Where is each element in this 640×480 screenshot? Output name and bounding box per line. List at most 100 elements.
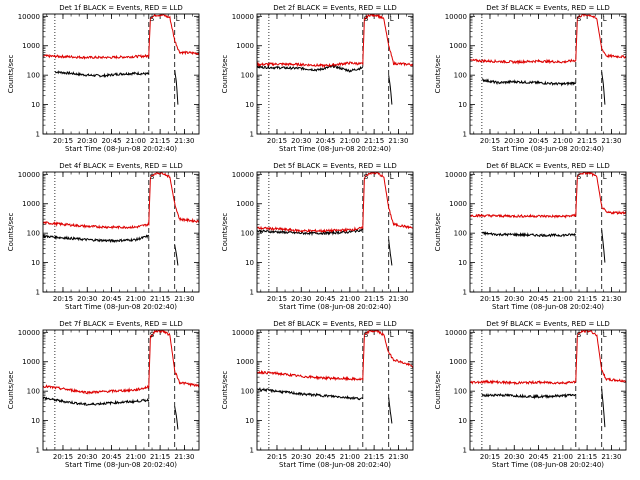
y-tick-label: 1000 [236,42,254,50]
x-tick-label: 21:15 [150,295,170,303]
lld-series-line [470,14,626,65]
y-axis-label: Counts/sec [7,371,15,410]
y-axis-label: Counts/sec [434,371,442,410]
x-tick-label: 21:30 [601,295,621,303]
x-tick-label: 20:30 [291,137,311,145]
x-tick-label: 21:00 [340,295,360,303]
x-tick-label: 21:15 [364,137,384,145]
plot-frame [469,171,627,293]
attenuator-marker-label: S [577,15,582,23]
x-tick-label: 21:00 [553,453,573,461]
attenuator-marker-label: S [364,173,369,181]
x-tick-label: 20:15 [53,295,73,303]
x-tick-label: 20:30 [504,137,524,145]
x-tick-label: 20:15 [267,137,287,145]
y-axis-label: Counts/sec [434,55,442,94]
y-tick-label: 1000 [449,42,467,50]
y-tick-label: 100 [454,230,467,238]
x-tick-label: 20:30 [77,137,97,145]
x-tick-label: 20:15 [53,137,73,145]
panel-title: Det 2f BLACK = Events, RED = LLD [273,4,396,12]
panel-title: Det 1f BLACK = Events, RED = LLD [59,4,182,12]
y-tick-label: 100 [27,388,40,396]
detector-panel: Det 4f BLACK = Events, RED = LLD Counts/s… [7,162,200,311]
x-tick-label: 21:30 [388,453,408,461]
x-tick-label: 20:45 [528,137,548,145]
x-tick-label: 20:15 [480,295,500,303]
events-series-line [174,244,179,266]
y-axis-label: Counts/sec [7,213,15,252]
attenuator-marker-label: S [364,15,369,23]
detector-panel: Det 8f BLACK = Events, RED = LLD Counts/s… [221,320,414,469]
x-tick-label: 21:15 [577,453,597,461]
x-tick-label: 20:30 [504,453,524,461]
x-axis-label: Start Time (08-Jun-08 20:02:40) [279,461,391,469]
x-axis-label: Start Time (08-Jun-08 20:02:40) [279,303,391,311]
x-axis-label: Start Time (08-Jun-08 20:02:40) [492,461,604,469]
attenuator-marker-label: L [390,331,394,339]
y-tick-label: 1 [250,447,254,455]
events-series-line [481,78,577,87]
events-series-line [54,70,150,79]
x-tick-label: 20:30 [504,295,524,303]
y-tick-label: 10000 [232,171,254,179]
y-tick-label: 1000 [22,358,40,366]
y-tick-label: 1 [463,131,467,139]
detector-panel: Det 2f BLACK = Events, RED = LLD Counts/s… [221,4,414,153]
x-tick-label: 21:30 [601,137,621,145]
x-tick-label: 21:00 [553,295,573,303]
y-tick-label: 100 [454,388,467,396]
y-tick-label: 10 [31,259,40,267]
detector-panel: Det 3f BLACK = Events, RED = LLD Counts/s… [434,4,627,153]
attenuator-marker-label: L [176,331,180,339]
events-series-line [481,230,577,238]
y-tick-label: 10 [245,101,254,109]
y-tick-label: 10000 [18,171,40,179]
events-series-line [388,239,393,266]
plot-frame [42,13,200,135]
y-tick-label: 1000 [449,358,467,366]
plot-frame [256,329,414,451]
detector-panel: Det 7f BLACK = Events, RED = LLD Counts/s… [7,320,200,469]
attenuator-marker-label: L [390,173,394,181]
x-axis-label: Start Time (08-Jun-08 20:02:40) [65,303,177,311]
y-tick-label: 1 [36,447,40,455]
detector-panel: Det 5f BLACK = Events, RED = LLD Counts/s… [221,162,414,311]
events-series-line [43,396,150,407]
lld-series-line [257,330,413,382]
detector-panel: Det 6f BLACK = Events, RED = LLD Counts/s… [434,162,627,311]
events-series-line [257,64,364,73]
y-tick-label: 10000 [445,171,467,179]
x-tick-label: 21:00 [126,453,146,461]
x-tick-label: 21:15 [577,137,597,145]
x-axis-label: Start Time (08-Jun-08 20:02:40) [65,145,177,153]
panel-title: Det 4f BLACK = Events, RED = LLD [59,162,182,170]
y-tick-label: 10 [245,417,254,425]
y-tick-label: 10 [458,417,467,425]
attenuator-marker-label: L [603,331,607,339]
x-tick-label: 21:15 [364,453,384,461]
x-tick-label: 20:30 [291,453,311,461]
y-tick-label: 10 [458,259,467,267]
x-tick-label: 20:45 [101,295,121,303]
x-tick-label: 21:30 [601,453,621,461]
x-tick-label: 20:45 [315,295,335,303]
x-tick-label: 21:00 [340,453,360,461]
x-tick-label: 21:00 [340,137,360,145]
y-axis-label: Counts/sec [7,55,15,94]
x-tick-label: 21:30 [174,295,194,303]
x-tick-label: 21:15 [577,295,597,303]
x-axis-label: Start Time (08-Jun-08 20:02:40) [65,461,177,469]
panel-title: Det 9f BLACK = Events, RED = LLD [486,320,609,328]
attenuator-marker-label: L [603,15,607,23]
events-series-line [388,75,393,105]
y-tick-label: 10000 [232,329,254,337]
x-tick-label: 20:45 [528,295,548,303]
lld-series-line [257,172,413,234]
x-tick-label: 20:45 [315,453,335,461]
x-tick-label: 20:15 [480,137,500,145]
x-axis-label: Start Time (08-Jun-08 20:02:40) [492,303,604,311]
attenuator-marker-label: S [577,173,582,181]
events-series-line [257,228,364,237]
y-tick-label: 100 [454,72,467,80]
